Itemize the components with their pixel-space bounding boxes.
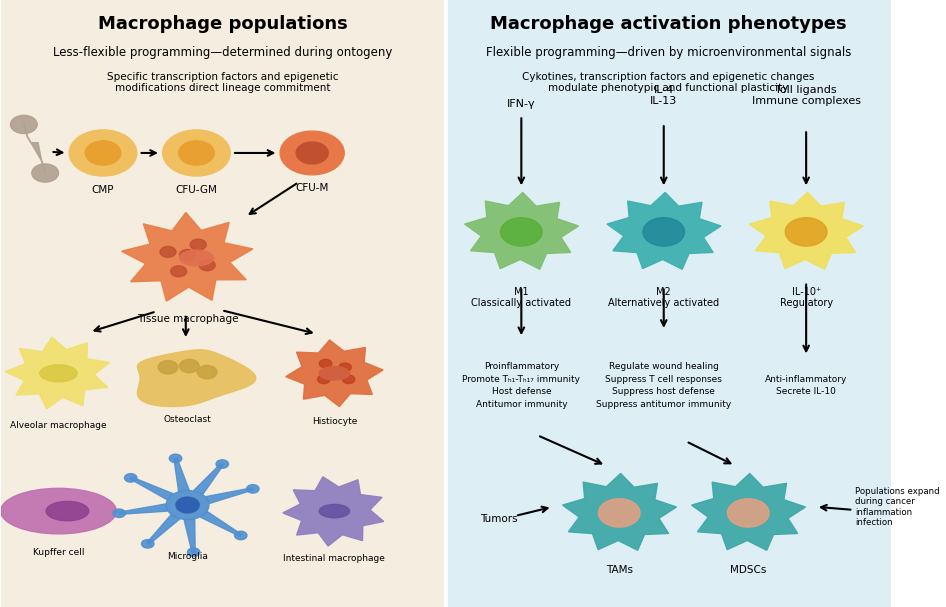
Polygon shape [283, 476, 384, 546]
Circle shape [190, 239, 206, 250]
Circle shape [198, 365, 217, 379]
Circle shape [163, 130, 230, 176]
Polygon shape [286, 340, 383, 407]
Circle shape [160, 246, 176, 257]
Circle shape [247, 484, 259, 493]
Text: Kupffer cell: Kupffer cell [33, 548, 84, 557]
Circle shape [500, 218, 542, 246]
Text: Macrophage populations: Macrophage populations [98, 15, 348, 33]
Text: Flexible programming—driven by microenvironmental signals: Flexible programming—driven by microenvi… [485, 46, 850, 58]
Circle shape [599, 499, 640, 527]
Text: Tissue macrophage: Tissue macrophage [137, 314, 238, 324]
Circle shape [339, 363, 351, 371]
Ellipse shape [40, 365, 78, 382]
Circle shape [170, 266, 186, 277]
Polygon shape [607, 192, 721, 270]
Polygon shape [464, 192, 579, 270]
Text: CFU-M: CFU-M [295, 183, 329, 193]
Text: Regulate wound healing
Suppress T cell responses
Suppress host defense
Suppress : Regulate wound healing Suppress T cell r… [596, 362, 731, 409]
Circle shape [727, 499, 769, 527]
Circle shape [158, 361, 178, 374]
Circle shape [142, 540, 154, 548]
Circle shape [216, 459, 229, 468]
Bar [1, 0, 446, 607]
Polygon shape [24, 124, 45, 173]
Circle shape [643, 218, 685, 246]
Circle shape [280, 131, 344, 175]
Polygon shape [194, 464, 223, 494]
Circle shape [200, 260, 215, 271]
Circle shape [235, 531, 247, 540]
Circle shape [166, 490, 209, 520]
Circle shape [10, 115, 37, 134]
Text: IFN-γ: IFN-γ [507, 100, 535, 109]
Text: Specific transcription factors and epigenetic
modifications direct lineage commi: Specific transcription factors and epige… [108, 72, 339, 93]
Bar [446, 0, 891, 607]
Text: Cykotines, transcription factors and epigenetic changes
modulate phenotypic and : Cykotines, transcription factors and epi… [522, 72, 815, 93]
Text: Less-flexible programming—determined during ontogeny: Less-flexible programming—determined dur… [54, 46, 393, 58]
Text: CFU-GM: CFU-GM [176, 185, 218, 194]
Text: Macrophage activation phenotypes: Macrophage activation phenotypes [490, 15, 847, 33]
Polygon shape [130, 477, 173, 500]
Text: Intestinal macrophage: Intestinal macrophage [284, 554, 385, 563]
Polygon shape [206, 488, 254, 503]
Text: Tumors: Tumors [481, 514, 517, 524]
Polygon shape [563, 473, 676, 551]
Polygon shape [147, 515, 180, 544]
Text: MDSCs: MDSCs [730, 565, 766, 574]
Polygon shape [121, 212, 253, 301]
Text: Proinflammatory
Promote Tₕ₁-Tₕ₁₇ immunity
Host defense
Antitumor immunity: Proinflammatory Promote Tₕ₁-Tₕ₁₇ immunit… [463, 362, 580, 409]
Polygon shape [184, 519, 195, 552]
Circle shape [180, 359, 200, 373]
Text: Populations expand
during cancer
inflammation
infection: Populations expand during cancer inflamm… [855, 487, 939, 527]
Polygon shape [174, 458, 189, 491]
Circle shape [85, 141, 121, 165]
Polygon shape [201, 512, 242, 537]
Text: Microglia: Microglia [167, 552, 208, 561]
Ellipse shape [46, 501, 89, 521]
Text: Histiocyte: Histiocyte [312, 417, 357, 426]
Text: M1
Classically activated: M1 Classically activated [471, 287, 571, 308]
Ellipse shape [320, 367, 350, 380]
Circle shape [785, 218, 827, 246]
Text: Anti-inflammatory
Secrete IL-10: Anti-inflammatory Secrete IL-10 [765, 375, 848, 396]
Circle shape [318, 375, 330, 384]
Text: Osteoclast: Osteoclast [164, 415, 212, 424]
Circle shape [342, 375, 355, 384]
Polygon shape [749, 192, 864, 270]
Polygon shape [119, 504, 167, 514]
Text: M2
Alternatively activated: M2 Alternatively activated [608, 287, 719, 308]
Ellipse shape [1, 488, 116, 534]
Text: IL-4
IL-13: IL-4 IL-13 [650, 84, 677, 106]
Circle shape [320, 359, 332, 368]
Polygon shape [692, 473, 805, 551]
Circle shape [125, 473, 137, 482]
Circle shape [169, 454, 182, 463]
Circle shape [180, 249, 196, 260]
Text: CMP: CMP [92, 185, 114, 194]
Circle shape [113, 509, 126, 518]
Circle shape [179, 141, 214, 165]
Circle shape [69, 130, 137, 176]
Circle shape [187, 548, 200, 557]
Polygon shape [5, 337, 110, 409]
Text: IL-10⁺
Regulatory: IL-10⁺ Regulatory [780, 287, 832, 308]
Polygon shape [137, 350, 255, 407]
Text: Toll ligands
Immune complexes: Toll ligands Immune complexes [752, 84, 861, 106]
Text: Alveolar macrophage: Alveolar macrophage [10, 421, 107, 430]
Text: TAMs: TAMs [605, 565, 633, 574]
Ellipse shape [180, 250, 214, 266]
Circle shape [296, 142, 328, 164]
Ellipse shape [320, 504, 350, 518]
Circle shape [176, 497, 200, 513]
Circle shape [32, 164, 59, 182]
